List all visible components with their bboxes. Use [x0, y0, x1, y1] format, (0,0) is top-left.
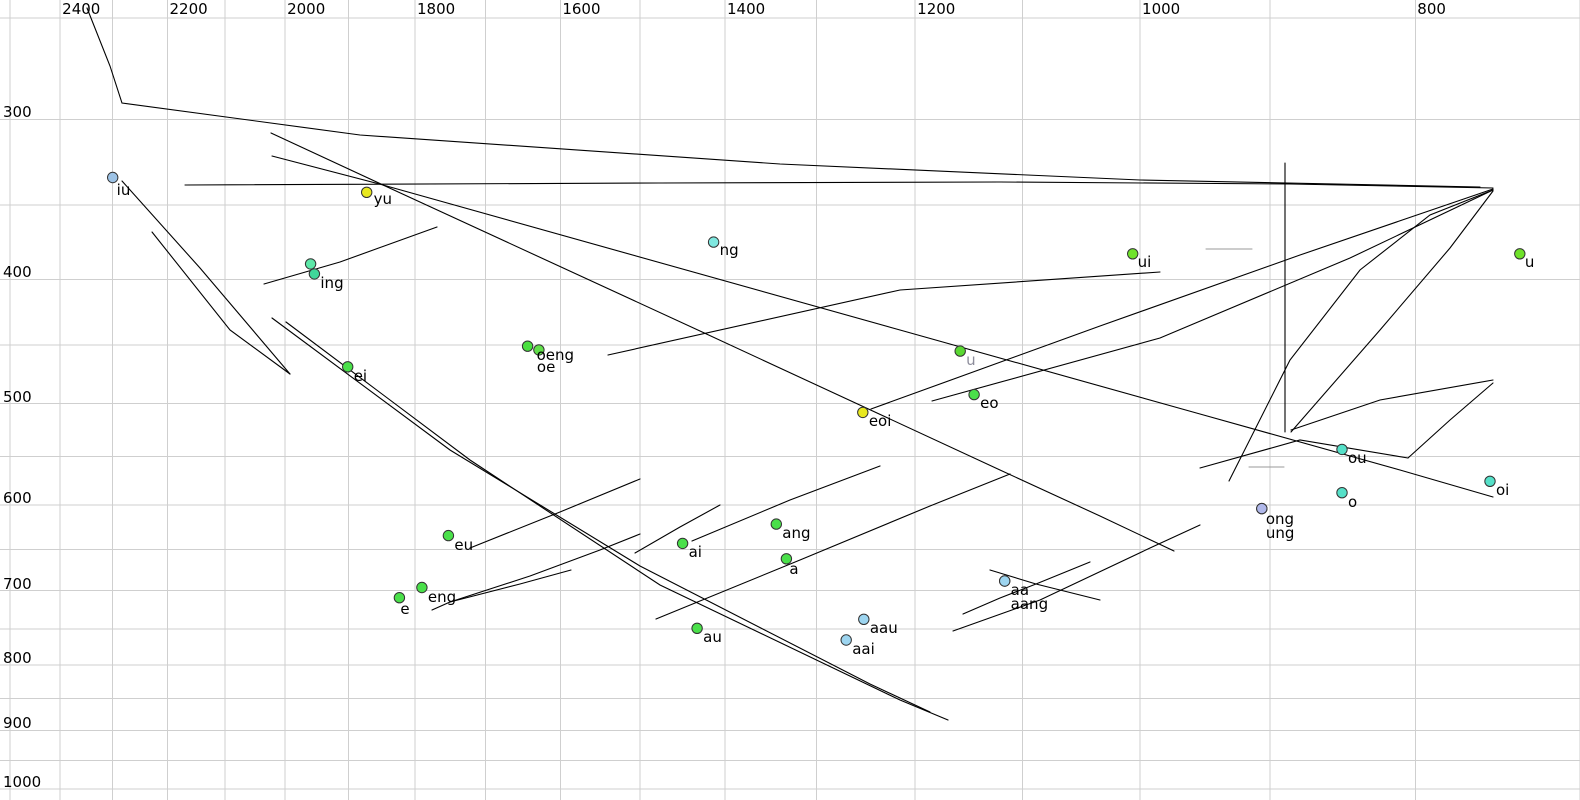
trajectory-line [270, 132, 1175, 552]
y-tick-label: 1000 [3, 772, 42, 791]
trajectory-line [121, 180, 291, 375]
trajectory-line [1290, 190, 1494, 433]
trajectory-line [989, 569, 1101, 601]
trajectory-line [1228, 189, 1494, 482]
y-tick-label: 400 [3, 263, 32, 282]
vowel-point-ang[interactable] [770, 518, 782, 530]
trajectory-line [607, 271, 1161, 356]
x-tick-label: 2200 [169, 0, 208, 18]
x-tick-label: 1000 [1142, 0, 1181, 18]
trajectory-line [271, 155, 1494, 498]
vowel-point[interactable] [304, 258, 317, 270]
trajectory-line [86, 7, 1481, 188]
vowel-point-ou[interactable] [1336, 443, 1348, 456]
vowel-point-o[interactable] [1336, 487, 1348, 499]
y-tick-label: 700 [3, 574, 32, 593]
vowel-point-aau[interactable] [858, 613, 870, 625]
trajectory-line [952, 524, 1201, 632]
x-tick-label: 1600 [562, 0, 601, 18]
trajectory-line [285, 321, 949, 721]
y-tick-label: 800 [3, 648, 32, 667]
y-tick-label: 500 [3, 387, 32, 406]
x-tick-label: 2000 [287, 0, 326, 18]
vowel-point-oeng[interactable] [521, 340, 534, 352]
x-tick-label: 1200 [917, 0, 956, 18]
vowel-point-au[interactable] [691, 622, 703, 634]
trajectory-layer [86, 7, 1494, 721]
trajectory-line [931, 189, 1494, 402]
x-tick-label: 2400 [62, 0, 101, 18]
trajectory-line [469, 478, 641, 549]
vowel-point-u[interactable] [1514, 248, 1526, 260]
trajectory-line [691, 465, 881, 542]
vowel-point-aang[interactable] [999, 575, 1011, 587]
vowel-point-a[interactable] [780, 553, 793, 565]
x-tick-label: 800 [1417, 0, 1446, 18]
y-tick-label: 900 [3, 714, 32, 733]
trajectory-line [449, 569, 572, 603]
vowel-point-ing[interactable] [308, 268, 321, 280]
vowel-point-oi[interactable] [1484, 475, 1496, 487]
trajectory-line [1290, 379, 1494, 431]
x-tick-label: 1400 [727, 0, 766, 18]
trajectory-line [1407, 382, 1494, 459]
trajectory-line [449, 533, 641, 603]
vowel-point-eu[interactable] [442, 529, 455, 542]
vowel-point-ui[interactable] [1127, 248, 1139, 260]
trajectory-line [634, 504, 721, 554]
trajectory-line [151, 231, 291, 375]
trajectory-line [962, 561, 1091, 615]
vowel-point-aai[interactable] [840, 634, 852, 646]
vowel-point-eoi[interactable] [857, 406, 869, 419]
vowel-point-ai[interactable] [676, 537, 689, 550]
y-tick-label: 300 [3, 103, 32, 122]
vowel-point-ei[interactable] [342, 361, 354, 373]
vowel-point-eo[interactable] [968, 388, 980, 401]
trajectory-line [263, 226, 438, 285]
trajectory-line [1199, 439, 1409, 469]
vowel-point-yu[interactable] [361, 186, 373, 199]
trajectory-line [431, 601, 451, 611]
data-points-layer [107, 171, 1526, 646]
vowel-point-ung[interactable] [1256, 502, 1268, 515]
trajectory-line [655, 473, 1011, 620]
trajectory-line [184, 181, 1494, 189]
trajectory-line [271, 317, 931, 713]
vowel-point-ng[interactable] [707, 236, 720, 248]
vowel-point-u[interactable] [954, 345, 966, 357]
vowel-point-oe[interactable] [533, 344, 545, 356]
x-tick-label: 1800 [417, 0, 456, 18]
vowel-point-iu[interactable] [107, 171, 119, 184]
vowel-point-e[interactable] [393, 592, 406, 604]
vowel-point-eng[interactable] [416, 581, 428, 594]
y-tick-label: 600 [3, 488, 32, 507]
trajectory-line [870, 188, 1494, 410]
